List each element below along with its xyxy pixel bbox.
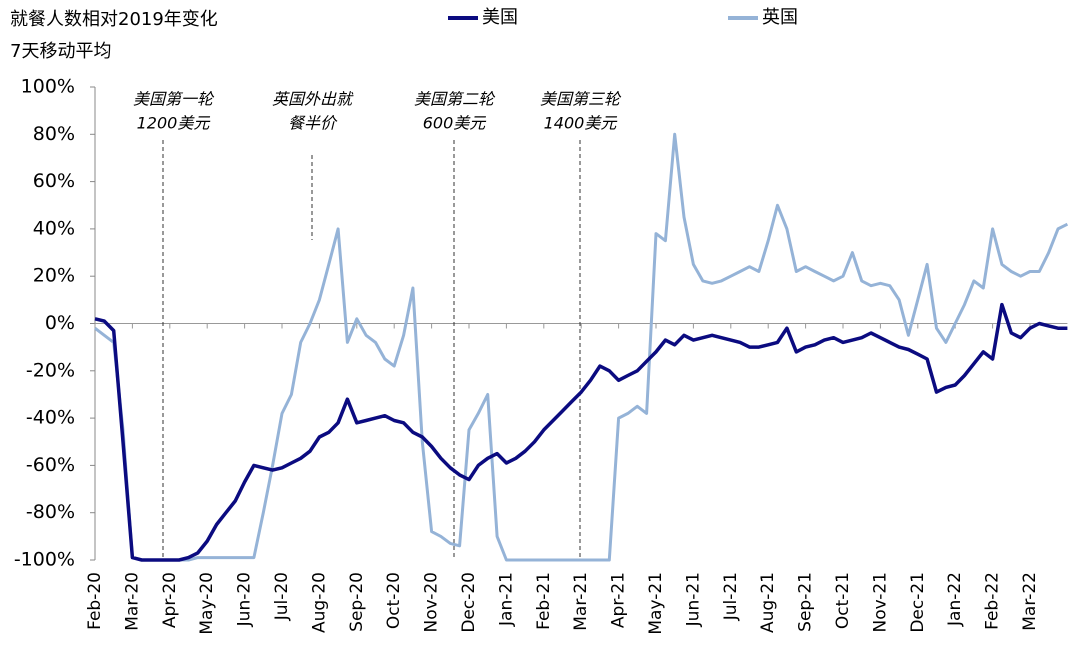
x-tick-label: Feb-22 — [983, 572, 1003, 630]
x-tick-label: Mar-22 — [1020, 572, 1040, 631]
annotation-text: 美国第二轮 — [414, 90, 496, 109]
x-tick-label: Mar-21 — [571, 572, 591, 631]
x-tick-label: Dec-20 — [459, 572, 479, 633]
x-tick-label: Jun-20 — [235, 572, 255, 627]
chart-title: 就餐人数相对2019年变化 — [10, 9, 218, 30]
y-tick-label: -100% — [14, 549, 75, 571]
annotation-text: 1200美元 — [137, 114, 212, 133]
x-tick-label: Nov-20 — [422, 572, 442, 633]
x-tick-label: Apr-20 — [160, 572, 180, 628]
x-tick-label: Jul-20 — [272, 572, 292, 621]
x-tick-label: Feb-21 — [534, 572, 554, 630]
y-tick-label: 0% — [45, 312, 75, 334]
x-tick-label: Aug-20 — [309, 572, 329, 633]
legend-label: 英国 — [762, 7, 798, 28]
x-tick-label: May-20 — [197, 572, 217, 635]
x-tick-label: Aug-21 — [758, 572, 778, 633]
y-tick-label: -20% — [26, 359, 75, 381]
x-tick-label: Oct-20 — [384, 572, 404, 629]
x-tick-label: Jan-21 — [496, 572, 516, 627]
y-tick-label: 60% — [33, 170, 75, 192]
x-tick-label: Nov-21 — [870, 572, 890, 633]
y-tick-label: 100% — [21, 76, 75, 98]
annotation-text: 600美元 — [423, 114, 488, 133]
x-tick-label: Oct-21 — [833, 572, 853, 629]
x-tick-label: Apr-21 — [609, 572, 629, 628]
series-line — [94, 302, 1068, 562]
legend-label: 美国 — [482, 7, 518, 28]
x-tick-label: Sep-20 — [347, 572, 367, 632]
annotation-text: 1400美元 — [544, 114, 619, 133]
x-tick-label: Jan-22 — [945, 572, 965, 627]
x-tick-label: Dec-21 — [908, 572, 928, 633]
annotation-text: 餐半价 — [288, 114, 338, 133]
x-tick-label: Mar-20 — [122, 572, 142, 631]
annotation-text: 美国第一轮 — [133, 90, 215, 109]
y-tick-label: -60% — [26, 454, 75, 476]
annotation-text: 美国第三轮 — [540, 90, 622, 109]
x-tick-label: Jun-21 — [683, 572, 703, 627]
y-tick-label: 40% — [33, 217, 75, 239]
x-tick-label: Feb-20 — [85, 572, 105, 630]
chart-subtitle: 7天移动平均 — [10, 41, 111, 62]
series-line — [94, 132, 1069, 562]
y-tick-label: 80% — [33, 123, 75, 145]
y-tick-label: -80% — [26, 501, 75, 523]
x-tick-label: Sep-21 — [796, 572, 816, 632]
x-tick-label: Jul-21 — [721, 572, 741, 621]
annotation-text: 英国外出就 — [272, 90, 354, 109]
y-tick-label: -40% — [26, 407, 75, 429]
x-tick-label: May-21 — [646, 572, 666, 635]
y-tick-label: 20% — [33, 265, 75, 287]
